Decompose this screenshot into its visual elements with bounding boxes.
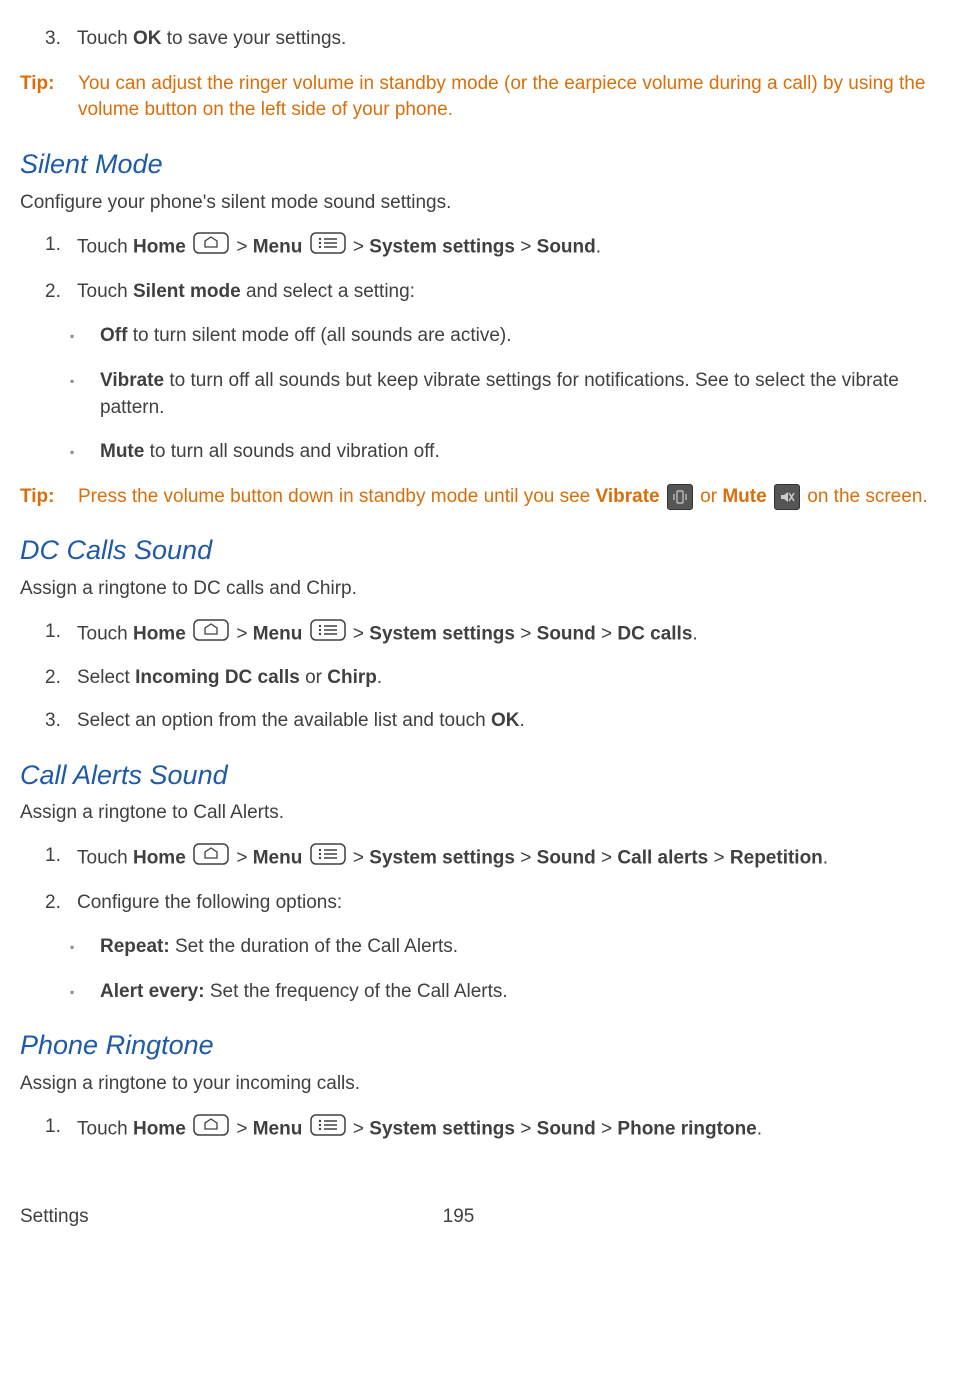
footer-page: 195 <box>273 1204 696 1231</box>
pr-step-1: 1. Touch Home > Menu > System settings >… <box>45 1114 948 1145</box>
menu-icon <box>310 1114 346 1145</box>
tip-text: You can adjust the ringer volume in stan… <box>78 71 948 124</box>
menu-icon <box>310 232 346 263</box>
home-icon <box>193 619 229 650</box>
tip-label: Tip: <box>20 71 78 124</box>
ca-step-2: 2. Configure the following options: <box>45 890 948 917</box>
footer-section: Settings <box>20 1204 273 1231</box>
desc-silent-mode: Configure your phone's silent mode sound… <box>20 190 948 217</box>
step-text: Touch OK to save your settings. <box>77 26 948 53</box>
heading-dc-calls: DC Calls Sound <box>20 532 948 570</box>
desc-call-alerts: Assign a ringtone to Call Alerts. <box>20 800 948 827</box>
silent-step-1: 1. Touch Home > Menu > System settings >… <box>45 232 948 263</box>
tip-text: Press the volume button down in standby … <box>78 484 948 511</box>
mute-icon <box>774 484 800 510</box>
dc-step-1: 1. Touch Home > Menu > System settings >… <box>45 619 948 650</box>
dc-step-3: 3. Select an option from the available l… <box>45 708 948 735</box>
silent-bullet-mute: ▪ Mute to turn all sounds and vibration … <box>70 439 948 466</box>
ca-bullet-alert-every: ▪ Alert every: Set the frequency of the … <box>70 979 948 1006</box>
ca-bullet-repeat: ▪ Repeat: Set the duration of the Call A… <box>70 934 948 961</box>
tip-label: Tip: <box>20 484 78 511</box>
heading-call-alerts: Call Alerts Sound <box>20 757 948 795</box>
home-icon <box>193 1114 229 1145</box>
heading-phone-ringtone: Phone Ringtone <box>20 1027 948 1065</box>
tip-volume: Tip: You can adjust the ringer volume in… <box>20 71 948 124</box>
step-3: 3. Touch OK to save your settings. <box>45 26 948 53</box>
vibrate-icon <box>667 484 693 510</box>
ca-step-1: 1. Touch Home > Menu > System settings >… <box>45 843 948 874</box>
dc-step-2: 2. Select Incoming DC calls or Chirp. <box>45 665 948 692</box>
desc-dc-calls: Assign a ringtone to DC calls and Chirp. <box>20 576 948 603</box>
heading-silent-mode: Silent Mode <box>20 146 948 184</box>
menu-icon <box>310 843 346 874</box>
silent-step-2: 2. Touch Silent mode and select a settin… <box>45 279 948 306</box>
desc-phone-ringtone: Assign a ringtone to your incoming calls… <box>20 1071 948 1098</box>
page-footer: Settings 195 <box>20 1204 948 1231</box>
home-icon <box>193 843 229 874</box>
menu-icon <box>310 619 346 650</box>
silent-bullet-vibrate: ▪ Vibrate to turn off all sounds but kee… <box>70 368 948 421</box>
step-num: 3. <box>45 26 77 53</box>
silent-bullet-off: ▪ Off to turn silent mode off (all sound… <box>70 323 948 350</box>
tip-silent: Tip: Press the volume button down in sta… <box>20 484 948 511</box>
home-icon <box>193 232 229 263</box>
